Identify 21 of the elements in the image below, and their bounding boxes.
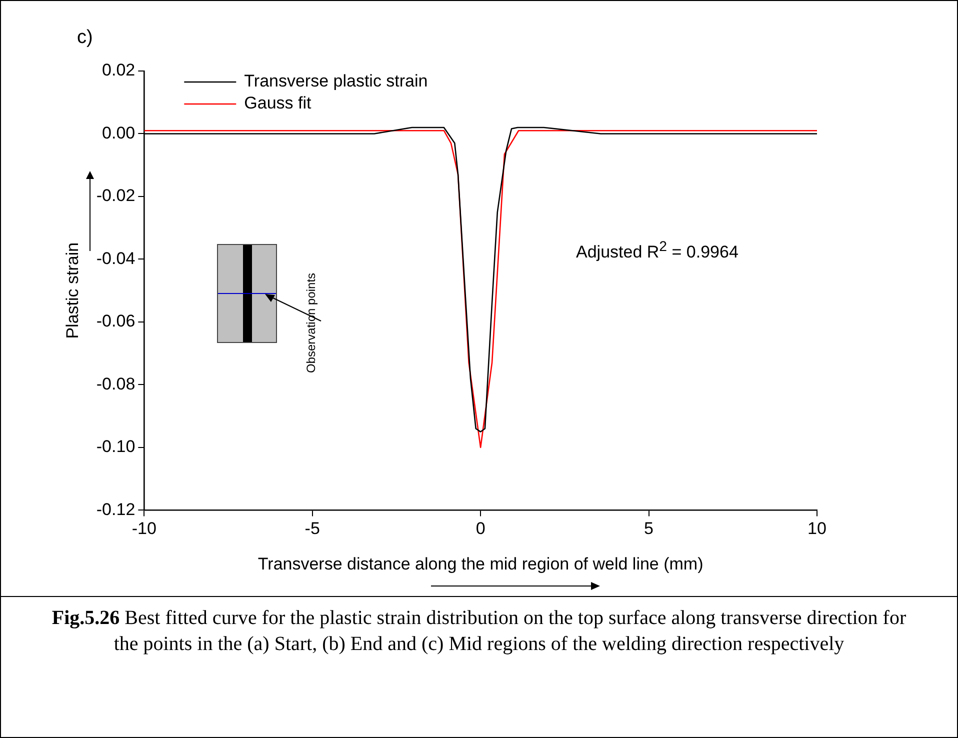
y-tick-label: -0.06: [96, 312, 136, 331]
annotation: Adjusted R$^{2}$ = 0.9964: [576, 239, 738, 263]
x-tick-label: -10: [132, 519, 156, 538]
legend-label: Gauss fit: [244, 94, 312, 113]
legend-label: Transverse plastic strain: [244, 72, 428, 91]
x-tick-label: 10: [808, 519, 826, 538]
y-tick-label: -0.12: [96, 500, 136, 519]
text: c): [77, 27, 93, 49]
x-tick-label: 0: [476, 519, 486, 538]
y-tick-label: -0.02: [96, 186, 136, 206]
y-tick-label: 0.02: [102, 60, 136, 80]
y-tick-label: 0.00: [102, 123, 136, 142]
x-axis-title: Transverse distance along the mid region of weld line (mm): [258, 554, 704, 574]
x-tick-label: 5: [644, 519, 654, 538]
x-tick-label: -5: [304, 519, 320, 538]
y-tick-label: -0.04: [96, 248, 136, 268]
y-tick-label: -0.10: [96, 437, 136, 456]
caption: Fig.5.26 Best fitted curve for the plastic strain distribution on the top surface along transverse direction for the points in the (a) Start, (b) End and (c) Mid regions of the welding direction respectively: [1, 596, 957, 737]
y-tick-label: -0.08: [96, 374, 136, 394]
annotation: Observation points: [304, 272, 318, 373]
y-axis-title: Plastic strain: [62, 242, 82, 339]
